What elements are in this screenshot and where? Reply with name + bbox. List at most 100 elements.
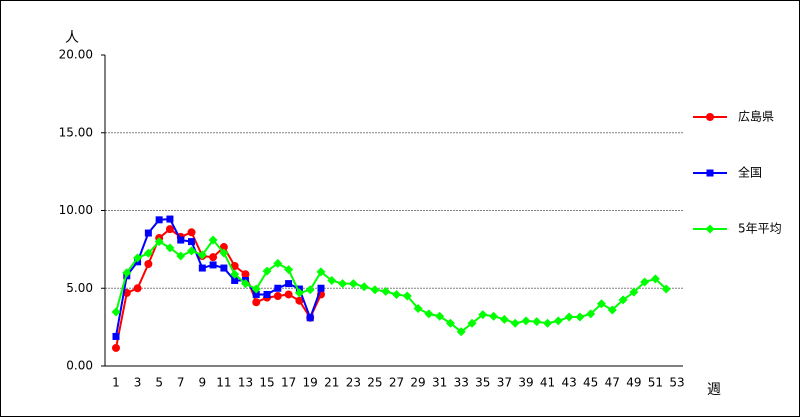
x-tick-label: 45: [583, 376, 598, 390]
x-tick-label: 9: [198, 376, 206, 390]
point: [424, 309, 434, 319]
point: [607, 305, 617, 315]
point: [197, 250, 207, 260]
y-axis-label: 人: [65, 30, 79, 46]
x-tick-label: 37: [497, 376, 512, 390]
point: [402, 291, 412, 301]
point: [467, 318, 477, 328]
point: [144, 259, 153, 268]
point: [154, 237, 164, 247]
point: [284, 290, 293, 299]
point: [188, 238, 196, 246]
point: [478, 310, 488, 320]
point: [263, 290, 271, 298]
point: [706, 169, 714, 177]
x-tick-label: 13: [238, 376, 253, 390]
x-tick-label: 17: [281, 376, 296, 390]
point: [112, 343, 120, 352]
legend-label: 広島県: [738, 109, 774, 124]
point: [166, 215, 174, 223]
point: [231, 276, 239, 284]
point: [274, 284, 282, 292]
x-tick-label: 43: [561, 376, 576, 390]
point: [198, 264, 206, 272]
point: [155, 216, 163, 224]
point: [111, 307, 121, 317]
point: [413, 303, 423, 313]
point: [510, 318, 520, 328]
series-line: [115, 238, 667, 334]
point: [220, 264, 228, 272]
x-tick-label: 49: [626, 376, 641, 390]
point: [273, 292, 282, 301]
point: [564, 312, 574, 322]
y-tick-label: 15.00: [59, 125, 93, 139]
point: [165, 243, 175, 253]
point: [284, 265, 294, 275]
y-tick-label: 10.00: [59, 203, 93, 217]
x-tick-label: 5: [155, 376, 163, 390]
point: [177, 236, 185, 244]
x-tick-label: 11: [216, 376, 231, 390]
x-tick-label: 3: [134, 376, 142, 390]
x-tick-label: 31: [432, 376, 447, 390]
point: [209, 261, 217, 269]
point: [435, 311, 445, 321]
point: [521, 316, 531, 326]
point: [661, 284, 671, 294]
point: [230, 262, 239, 271]
x-tick-label: 19: [303, 376, 318, 390]
point: [370, 285, 380, 295]
point: [338, 279, 348, 289]
point: [251, 284, 261, 294]
x-tick-label: 35: [475, 376, 490, 390]
y-tick-label: 5.00: [66, 281, 93, 295]
point: [187, 228, 196, 237]
x-tick-label: 39: [518, 376, 533, 390]
point: [316, 267, 326, 277]
point: [553, 316, 563, 326]
point: [176, 251, 186, 261]
point: [327, 275, 337, 285]
point: [262, 266, 272, 276]
x-axis-label: 週: [707, 382, 721, 398]
point: [209, 253, 218, 262]
point: [629, 287, 639, 297]
point: [208, 235, 218, 245]
point: [133, 284, 142, 293]
point: [586, 309, 596, 319]
legend-label: 5年平均: [738, 222, 782, 236]
point: [122, 268, 132, 278]
point: [252, 298, 261, 307]
point: [348, 279, 358, 289]
point: [618, 295, 628, 305]
y-tick-label: 0.00: [66, 359, 93, 373]
x-tick-label: 51: [648, 376, 663, 390]
x-tick-label: 23: [346, 376, 361, 390]
point: [456, 327, 466, 337]
point: [317, 284, 325, 292]
x-tick-label: 21: [324, 376, 339, 390]
point: [241, 270, 250, 279]
point: [359, 282, 369, 292]
point: [640, 277, 650, 287]
point: [305, 285, 315, 295]
point: [650, 274, 660, 284]
point: [499, 314, 509, 324]
x-tick-label: 1: [112, 376, 120, 390]
point: [230, 269, 240, 279]
point: [596, 299, 606, 309]
point: [133, 253, 143, 263]
x-tick-label: 53: [669, 376, 684, 390]
point: [306, 314, 314, 322]
point: [252, 290, 260, 298]
point: [381, 286, 391, 296]
point: [240, 279, 250, 289]
point: [392, 289, 401, 299]
x-tick-label: 29: [410, 376, 425, 390]
x-tick-label: 15: [259, 376, 274, 390]
point: [543, 318, 553, 328]
